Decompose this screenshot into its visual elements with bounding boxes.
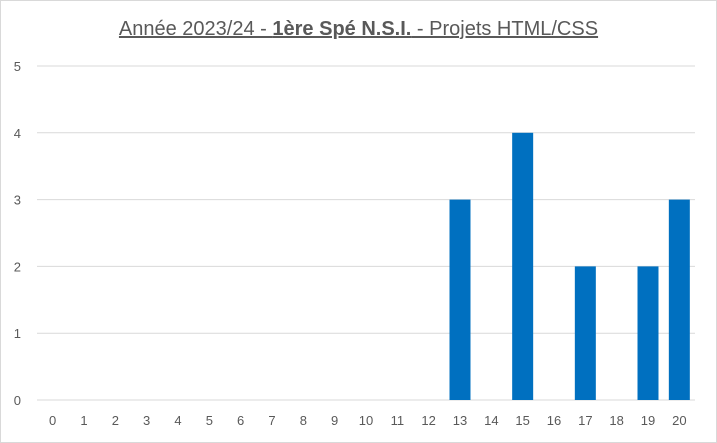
x-tick-label: 17 [578, 413, 592, 428]
x-tick-label: 13 [453, 413, 467, 428]
x-tick-label: 6 [237, 413, 244, 428]
bar-19 [637, 266, 659, 400]
x-tick-label: 8 [300, 413, 307, 428]
bar-13 [449, 199, 471, 400]
x-tick-label: 1 [80, 413, 87, 428]
bar-17 [574, 266, 596, 400]
x-tick-label: 18 [609, 413, 623, 428]
x-tick-label: 15 [515, 413, 529, 428]
y-tick-label: 0 [14, 393, 21, 408]
x-tick-label: 7 [268, 413, 275, 428]
title-suffix: - Projets HTML/CSS [411, 18, 599, 40]
x-tick-label: 10 [359, 413, 373, 428]
x-tick-label: 5 [206, 413, 213, 428]
x-tick-label: 2 [112, 413, 119, 428]
x-tick-label: 9 [331, 413, 338, 428]
x-tick-label: 0 [49, 413, 56, 428]
x-tick-label: 20 [672, 413, 686, 428]
x-axis-ticks: 0 1 2 3 4 5 6 7 8 9 10 11 12 13 14 15 16 17 18 19 20 [49, 413, 687, 428]
chart-title: Année 2023/24 - 1ère Spé N.S.I. - Projet… [0, 18, 717, 41]
y-tick-label: 3 [14, 193, 21, 208]
x-tick-label: 12 [421, 413, 435, 428]
y-axis-ticks: 0 1 2 3 4 5 [14, 59, 21, 408]
bars [449, 132, 690, 401]
x-tick-label: 14 [484, 413, 498, 428]
title-bold: 1ère Spé N.S.I. [272, 18, 412, 40]
bar-15 [512, 132, 534, 401]
bar-20 [668, 199, 690, 400]
y-tick-label: 1 [14, 326, 21, 341]
x-tick-label: 19 [641, 413, 655, 428]
x-tick-label: 11 [391, 413, 405, 428]
x-tick-label: 16 [547, 413, 561, 428]
title-prefix: Année 2023/24 - [118, 18, 273, 40]
y-tick-label: 4 [14, 126, 21, 141]
gridlines [37, 65, 695, 401]
x-tick-label: 3 [143, 413, 150, 428]
y-tick-label: 5 [14, 59, 21, 74]
x-tick-label: 4 [174, 413, 181, 428]
y-tick-label: 2 [14, 259, 21, 274]
